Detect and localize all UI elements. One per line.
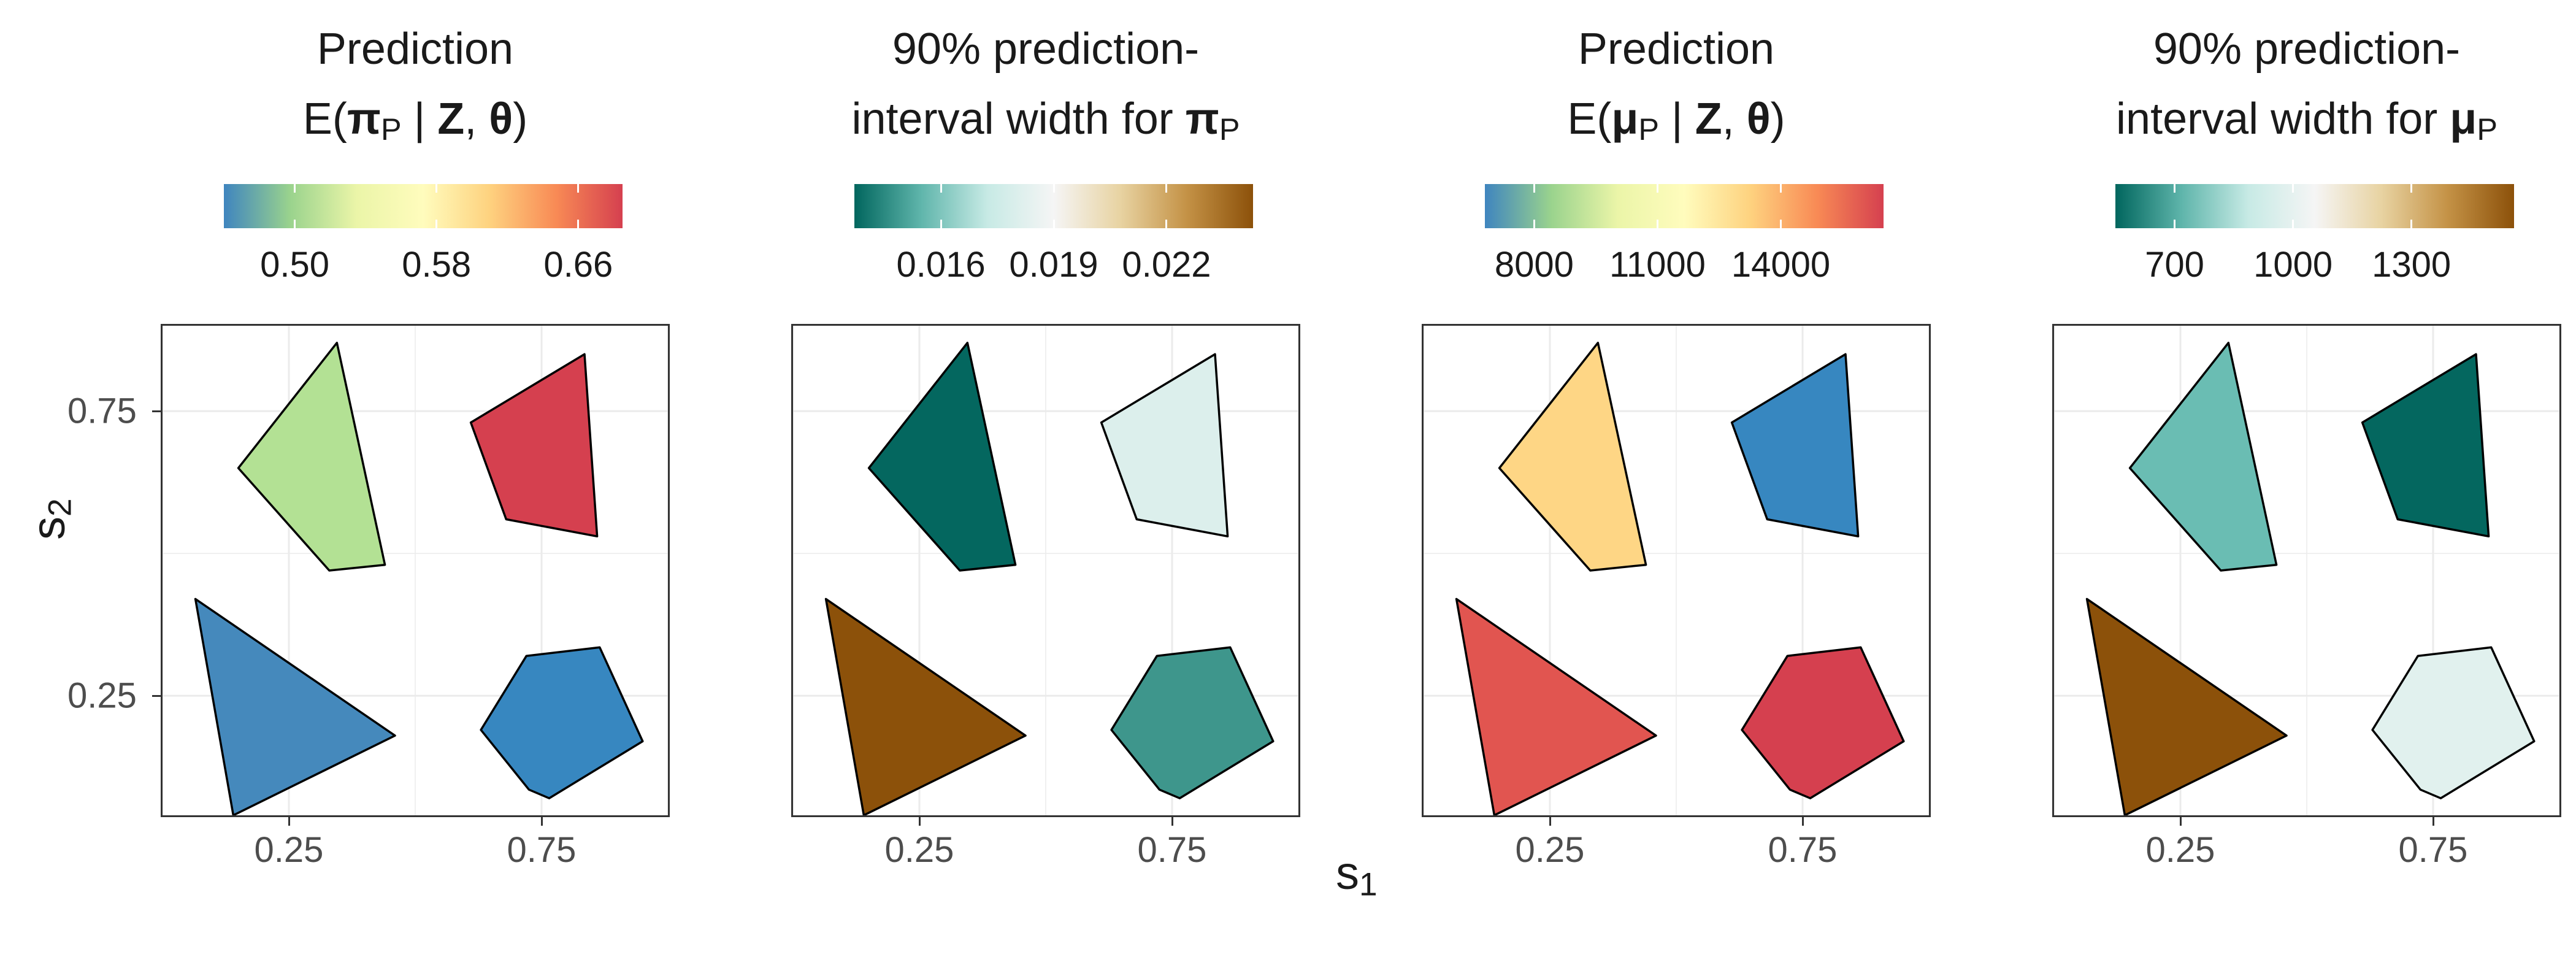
x-axis-tick-label: 0.25 — [1515, 830, 1585, 870]
colorbar-tick-label: 0.50 — [260, 245, 329, 285]
region-upper-left — [2128, 342, 2278, 572]
x-axis-tick-label: 0.25 — [254, 830, 324, 870]
colorbar-tick-mark — [2410, 184, 2413, 193]
x-axis-tick-label: 0.75 — [1768, 830, 1838, 870]
region-lower-right — [2371, 646, 2536, 799]
chart-title-line2: interval width for πP — [851, 94, 1240, 147]
x-axis-tick-mark — [918, 817, 921, 826]
chart-title-line1: 90% prediction- — [892, 25, 1200, 74]
chart-title-line2: E(μP | Z, θ) — [1567, 94, 1785, 147]
colorbar-tick-mark — [577, 184, 580, 193]
colorbar-tick-mark — [1779, 220, 1782, 228]
colorbar-tick-label: 1000 — [2253, 245, 2333, 285]
colorbar — [1485, 184, 1884, 228]
colorbar-tick-mark — [1052, 220, 1055, 228]
region-upper-right — [469, 353, 599, 538]
colorbar — [854, 184, 1253, 228]
colorbar-tick-label: 0.016 — [896, 245, 986, 285]
region-upper-left — [1498, 342, 1647, 572]
colorbar-tick-mark — [577, 220, 580, 228]
x-axis-tick-mark — [2179, 817, 2182, 826]
colorbar — [2115, 184, 2514, 228]
x-axis-tick-mark — [1549, 817, 1551, 826]
x-axis-tick-mark — [288, 817, 290, 826]
colorbar — [224, 184, 623, 228]
y-axis-tick-label: 0.25 — [67, 675, 137, 716]
region-upper-left — [867, 342, 1017, 572]
y-axis-tick-label: 0.75 — [67, 391, 137, 431]
map-plot-area — [161, 324, 670, 817]
x-axis-tick-mark — [1171, 817, 1173, 826]
colorbar-tick-mark — [1165, 220, 1168, 228]
region-lower-left — [824, 598, 1027, 815]
colorbar-tick-label: 14000 — [1731, 245, 1831, 285]
colorbar-tick-mark — [1779, 184, 1782, 193]
x-axis-tick-mark — [540, 817, 543, 826]
y-axis-label: s2 — [23, 498, 79, 540]
colorbar-tick-mark — [1656, 220, 1658, 228]
colorbar-tick-mark — [2174, 220, 2176, 228]
chart-panel-4: 90% prediction-interval width for μP 700 1… — [1892, 0, 2561, 957]
chart-title-line1: 90% prediction- — [2153, 25, 2461, 74]
chart-title-line2: interval width for μP — [2116, 94, 2497, 147]
region-lower-left — [2085, 598, 2288, 815]
colorbar-tick-label: 11000 — [1609, 245, 1706, 285]
region-lower-right — [1110, 646, 1275, 799]
region-upper-right — [2361, 353, 2490, 538]
region-lower-left — [194, 598, 396, 815]
colorbar-tick-mark — [2174, 184, 2176, 193]
region-upper-right — [1100, 353, 1229, 538]
colorbar-tick-label: 0.019 — [1009, 245, 1098, 285]
x-axis-tick-label: 0.75 — [507, 830, 577, 870]
map-plot-area — [791, 324, 1300, 817]
x-axis-label: s1 — [1336, 847, 1378, 903]
colorbar-tick-label: 0.66 — [543, 245, 613, 285]
chart-title-line1: Prediction — [1577, 25, 1775, 74]
chart-title-line1: Prediction — [316, 25, 514, 74]
y-axis-tick-mark — [152, 694, 161, 697]
x-axis-tick-mark — [1801, 817, 1804, 826]
x-axis-tick-label: 0.25 — [884, 830, 954, 870]
region-lower-right — [1741, 646, 1905, 799]
chart-title-line2: E(πP | Z, θ) — [302, 94, 528, 147]
y-axis-tick-mark — [152, 410, 161, 412]
colorbar-tick-mark — [2292, 220, 2294, 228]
region-lower-right — [480, 646, 644, 799]
colorbar-tick-mark — [1533, 220, 1535, 228]
colorbar-tick-mark — [435, 184, 438, 193]
colorbar-tick-mark — [2410, 220, 2413, 228]
colorbar-tick-mark — [940, 220, 942, 228]
colorbar-tick-label: 0.58 — [402, 245, 472, 285]
x-axis-tick-mark — [2432, 817, 2434, 826]
x-axis-tick-label: 0.75 — [2398, 830, 2468, 870]
colorbar-tick-mark — [1052, 184, 1055, 193]
colorbar-tick-mark — [2292, 184, 2294, 193]
x-axis-tick-label: 0.25 — [2145, 830, 2215, 870]
colorbar-tick-label: 8000 — [1494, 245, 1574, 285]
colorbar-tick-label: 0.022 — [1122, 245, 1211, 285]
chart-panel-2: 90% prediction-interval width for πP 0.01… — [631, 0, 1300, 957]
colorbar-tick-label: 700 — [2145, 245, 2204, 285]
colorbar-tick-mark — [1165, 184, 1168, 193]
region-upper-right — [1730, 353, 1860, 538]
region-lower-left — [1455, 598, 1657, 815]
map-plot-area — [2052, 324, 2561, 817]
x-axis-tick-label: 0.75 — [1137, 830, 1207, 870]
colorbar-tick-mark — [1533, 184, 1535, 193]
colorbar-tick-mark — [294, 220, 296, 228]
colorbar-tick-label: 1300 — [2372, 245, 2451, 285]
colorbar-tick-mark — [940, 184, 942, 193]
region-upper-left — [237, 342, 386, 572]
colorbar-tick-mark — [435, 220, 438, 228]
chart-panel-1: Prediction E(πP | Z, θ) 0.50 0.58 0.66 0.25 0.… — [0, 0, 670, 957]
colorbar-tick-mark — [1656, 184, 1658, 193]
chart-panel-3: Prediction E(μP | Z, θ) 8000 11000 14000 0.25… — [1261, 0, 1931, 957]
map-plot-area — [1422, 324, 1931, 817]
colorbar-tick-mark — [294, 184, 296, 193]
